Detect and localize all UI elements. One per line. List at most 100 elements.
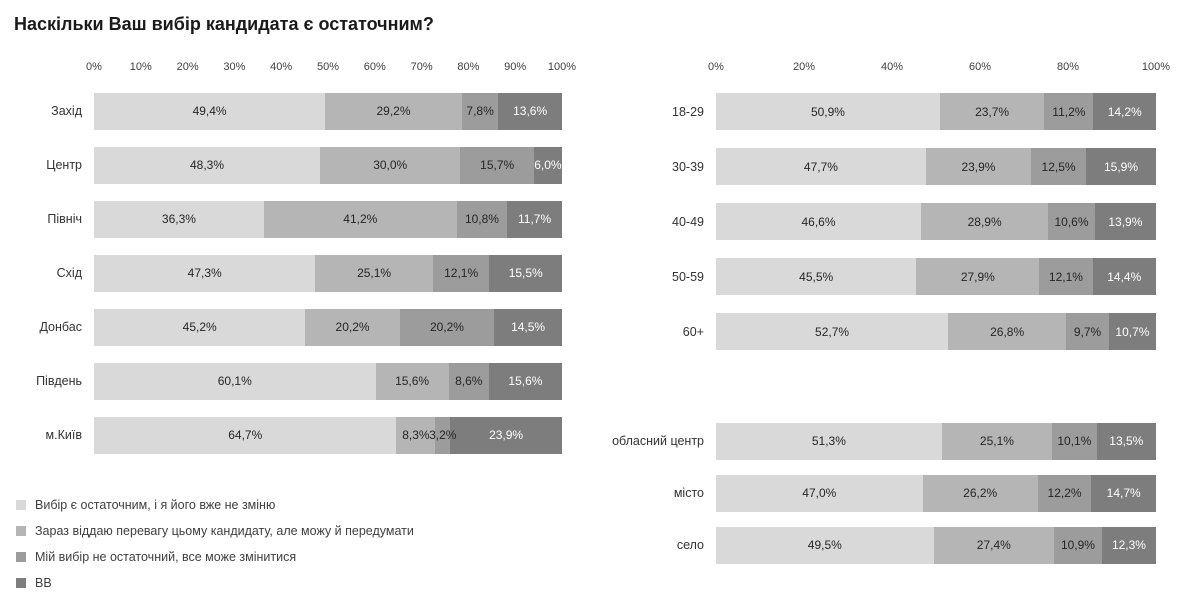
category-label: 30-39 [672, 159, 704, 174]
axis-tick-label: 80% [1056, 61, 1080, 73]
bar-segment: 47,7% [716, 148, 926, 185]
bar-row: 40-49 46,6% 28,9% 10,6% 13,9% [594, 194, 1156, 249]
bar-segment: 46,6% [716, 203, 922, 240]
segment-value-label: 29,2% [376, 104, 411, 118]
segment-value-label: 12,1% [444, 266, 479, 280]
axis-tick-label: 60% [968, 61, 992, 73]
bar-segment: 15,9% [1086, 148, 1156, 185]
segment-value-label: 36,3% [161, 212, 196, 226]
segment-value-label: 14,4% [1107, 269, 1142, 284]
bar-segment: 12,1% [432, 254, 490, 292]
bar-segment: 23,7% [939, 93, 1045, 130]
bar-segment: 13,6% [498, 92, 562, 130]
segment-value-label: 11,2% [1052, 104, 1086, 119]
legend-swatch [16, 500, 26, 510]
bar-track: 47,7% 23,9% 12,5% 15,9% [716, 148, 1156, 185]
category-label: село [676, 538, 704, 552]
segment-value-label: 13,9% [1108, 214, 1143, 229]
segment-value-label: 52,7% [815, 324, 850, 339]
segment-value-label: 25,1% [357, 266, 392, 280]
bar-row: місто 47,0% 26,2% 12,2% 14,7% [594, 467, 1156, 519]
segment-value-label: 27,9% [960, 269, 995, 284]
bar-segment: 15,5% [489, 254, 562, 292]
segment-value-label: 49,4% [192, 104, 227, 118]
bar-segment: 20,2% [399, 308, 495, 346]
category-label: 40-49 [672, 214, 704, 229]
bar-segment: 11,2% [1044, 93, 1094, 130]
axis-tick-label: 100% [547, 61, 577, 73]
axis-tick-label: 50% [316, 61, 340, 73]
bar-row: 30-39 47,7% 23,9% 12,5% 15,9% [594, 139, 1156, 194]
bar-segment: 14,5% [494, 308, 562, 346]
segment-value-label: 47,3% [187, 266, 222, 280]
segment-value-label: 7,8% [466, 104, 494, 118]
axis-tick-label: 60% [363, 61, 386, 73]
bar-track: 48,3% 30,0% 15,7% 6,0% [94, 146, 562, 184]
category-label: Південь [36, 374, 82, 388]
age-chart: 0% 20% 40% 60% 80% 100% 18-29 50,9% 23,7% 11,2% 14… [594, 61, 1170, 359]
axis-tick-label: 40% [880, 61, 904, 73]
segment-value-label: 25,1% [979, 434, 1014, 448]
axis-tick-label: 0% [708, 61, 724, 73]
bar-segment: 41,2% [263, 200, 457, 238]
bar-segment: 10,7% [1108, 313, 1156, 350]
bar-track: 45,2% 20,2% 20,2% 14,5% [94, 308, 562, 346]
segment-value-label: 46,6% [801, 214, 836, 229]
segment-value-label: 15,6% [395, 374, 430, 388]
bar-row: 50-59 45,5% 27,9% 12,1% 14,4% [594, 249, 1156, 304]
axis-tick-label: 100% [1141, 61, 1171, 73]
bar-segment: 29,2% [325, 92, 462, 130]
category-label: Захід [51, 104, 82, 118]
segment-value-label: 45,2% [182, 320, 217, 334]
segment-value-label: 26,2% [963, 486, 998, 500]
bar-segment: 6,0% [533, 146, 562, 184]
bar-track: 36,3% 41,2% 10,8% 11,7% [94, 200, 562, 238]
segment-value-label: 15,9% [1103, 159, 1139, 174]
category-label: 50-59 [672, 269, 704, 284]
x-axis: 0% 20% 40% 60% 80% 100% [708, 61, 1170, 76]
axis-tick-label: 0% [86, 61, 102, 73]
bar-segment: 52,7% [716, 313, 949, 350]
bar-segment: 10,8% [456, 200, 508, 238]
bar-segment: 60,1% [94, 362, 376, 400]
segment-value-label: 13,5% [1109, 434, 1144, 448]
bar-segment: 30,0% [320, 146, 461, 184]
bar-segment: 14,4% [1092, 258, 1156, 295]
settlement-chart: обласний центр 51,3% 25,1% 10,1% 13,5% місто 4… [594, 415, 1156, 571]
category-label: Донбас [39, 320, 82, 334]
segment-value-label: 64,7% [228, 428, 263, 442]
bar-segment: 13,5% [1096, 422, 1156, 460]
segment-value-label: 15,5% [508, 266, 543, 280]
bar-segment: 20,2% [305, 308, 400, 346]
bar-segment: 11,7% [507, 200, 562, 238]
bar-segment: 48,3% [94, 146, 321, 184]
segment-value-label: 8,3% [402, 428, 430, 442]
bar-segment: 25,1% [941, 422, 1053, 460]
bar-track: 50,9% 23,7% 11,2% 14,2% [716, 93, 1156, 130]
axis-tick-label: 20% [792, 61, 816, 73]
bar-row: Донбас 45,2% 20,2% 20,2% 14,5% [14, 300, 562, 354]
x-axis: 0% 10% 20% 30% 40% 50% 60% 70% 80% 90% 100% [86, 61, 576, 76]
bar-segment: 10,6% [1048, 203, 1095, 240]
segment-value-label: 41,2% [343, 212, 378, 226]
segment-value-label: 3,2% [429, 428, 457, 442]
legend-swatch [16, 552, 26, 562]
bar-segment: 51,3% [716, 422, 942, 460]
bar-track: 49,4% 29,2% 7,8% 13,6% [94, 92, 562, 130]
legend-item: Зараз віддаю перевагу цьому кандидату, а… [16, 518, 562, 544]
axis-tick-label: 80% [457, 61, 480, 73]
charts-layout: 0% 10% 20% 30% 40% 50% 60% 70% 80% 90% 100% Захід 49… [14, 61, 1170, 596]
bar-segment: 9,7% [1066, 313, 1109, 350]
bar-segment: 12,5% [1031, 148, 1087, 185]
segment-value-label: 10,7% [1115, 324, 1150, 339]
bar-segment: 15,6% [375, 362, 449, 400]
segment-value-label: 10,9% [1060, 538, 1095, 552]
segment-value-label: 47,7% [803, 159, 838, 174]
axis-tick-label: 20% [176, 61, 199, 73]
segment-value-label: 12,5% [1041, 159, 1076, 174]
category-label: Північ [47, 212, 82, 226]
segment-value-label: 12,1% [1048, 269, 1083, 284]
bar-segment: 47,0% [716, 474, 923, 512]
segment-value-label: 48,3% [190, 158, 225, 172]
